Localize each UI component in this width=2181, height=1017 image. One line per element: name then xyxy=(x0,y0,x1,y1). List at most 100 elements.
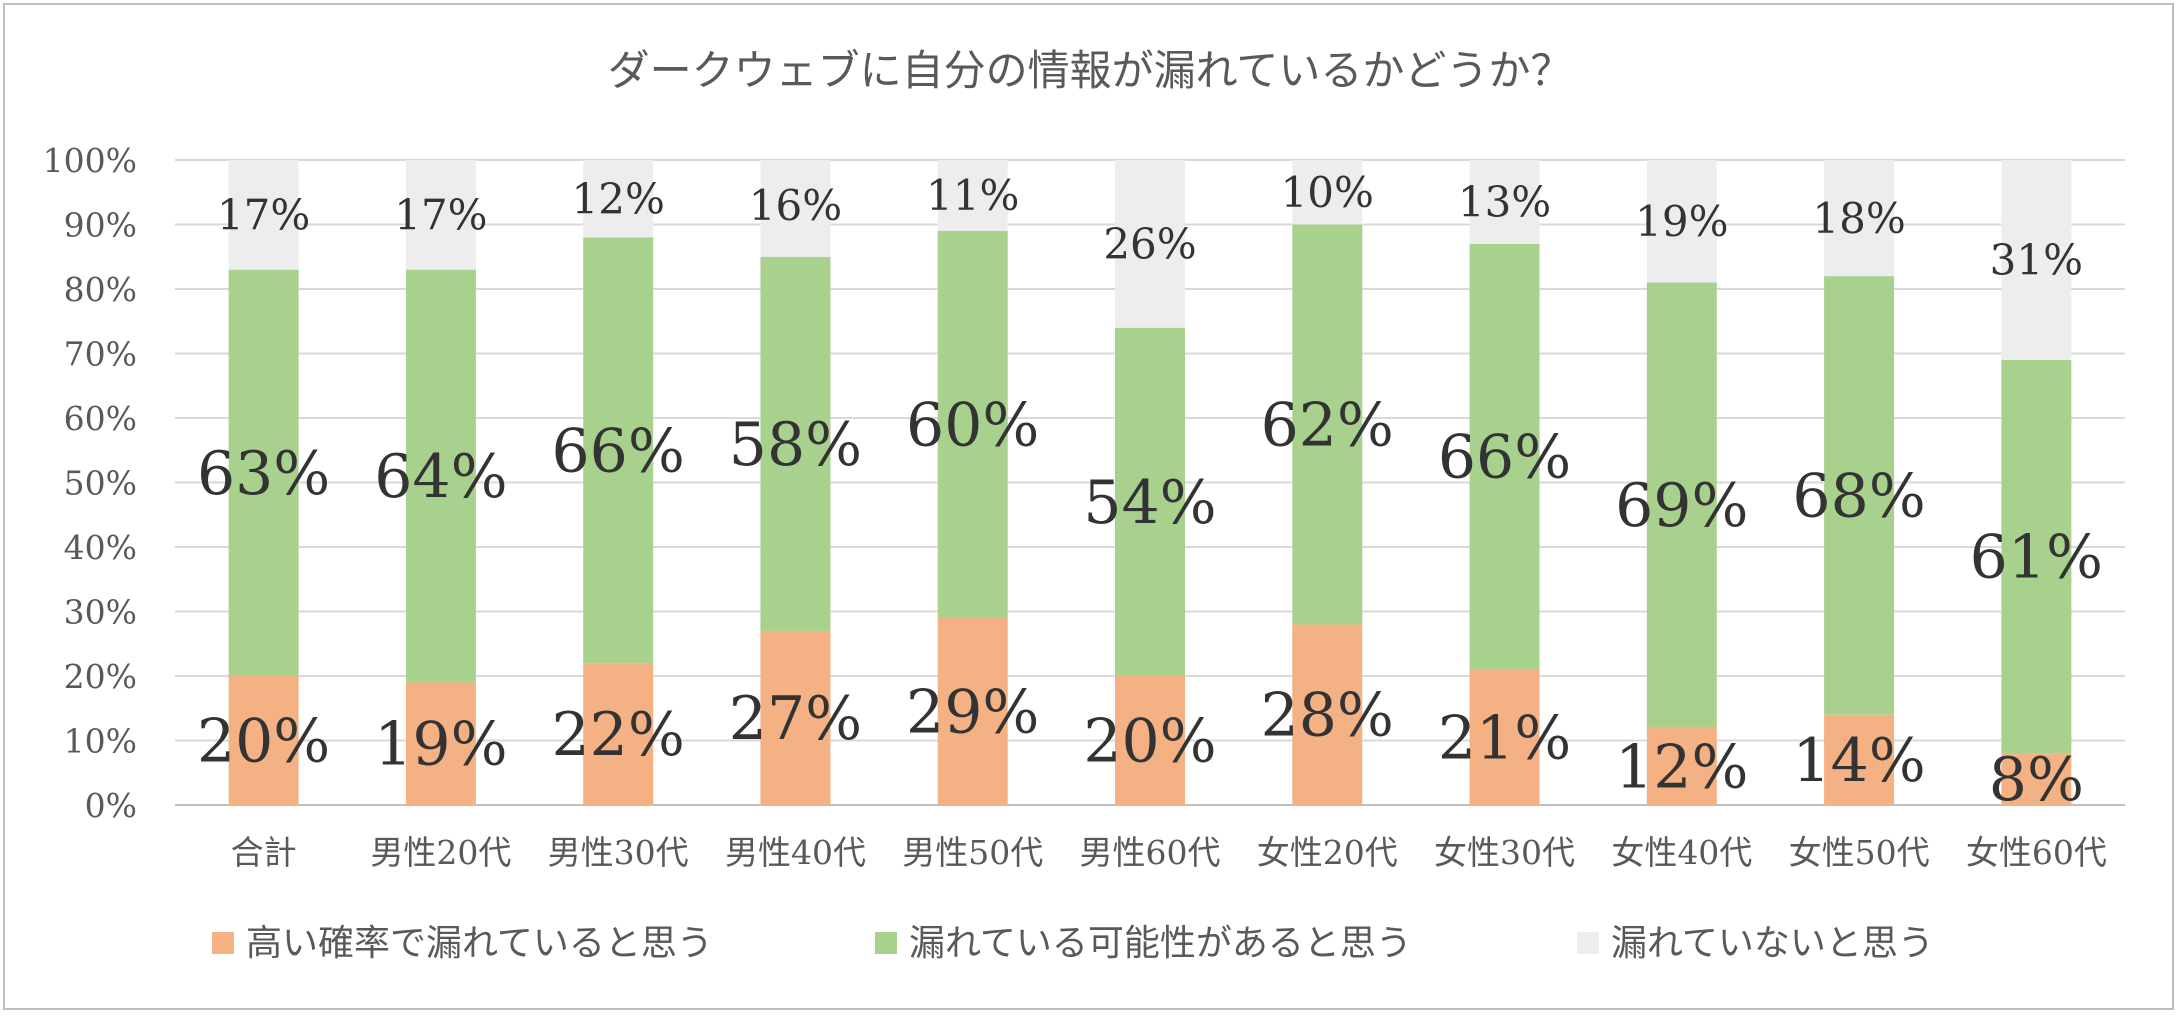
data-label: 62% xyxy=(1261,390,1394,460)
bar-segment xyxy=(937,617,1008,805)
data-label: 16% xyxy=(749,181,842,230)
y-axis: 0% 10% 20% 30% 40% 50% 60% 70% 80% 90% 100% xyxy=(43,141,137,825)
bar-segment xyxy=(1292,224,1363,625)
y-tick-label: 30% xyxy=(64,593,137,632)
y-tick-label: 40% xyxy=(64,528,137,567)
data-label: 63% xyxy=(197,439,330,509)
chart-title: ダークウェブに自分の情報が漏れているかどうか？ xyxy=(608,46,1573,95)
legend: 高い確率で漏れていると思う 漏れている可能性があると思う 漏れていないと思う xyxy=(212,923,1934,964)
x-tick-label: 女性40代 xyxy=(1611,833,1752,872)
legend-label: 漏れている可能性があると思う xyxy=(909,923,1412,964)
data-label: 61% xyxy=(1970,523,2103,593)
legend-label: 高い確率で漏れていると思う xyxy=(246,923,713,964)
bar-segment xyxy=(583,663,654,805)
bar-segment xyxy=(1824,276,1895,715)
data-label: 20% xyxy=(1083,707,1216,777)
data-label: 11% xyxy=(926,171,1019,220)
data-label: 27% xyxy=(729,684,862,754)
bar-segment xyxy=(1824,714,1895,805)
bar-segment xyxy=(1115,160,1185,328)
data-label: 10% xyxy=(1281,168,1374,217)
data-label: 21% xyxy=(1438,703,1571,773)
bar-segment xyxy=(1292,160,1363,225)
legend-swatch xyxy=(1577,932,1599,954)
data-label: 66% xyxy=(552,416,685,486)
bar-segment xyxy=(2001,359,2072,754)
data-label: 8% xyxy=(1989,745,2084,815)
data-label: 17% xyxy=(217,191,310,240)
legend-swatch xyxy=(875,932,897,954)
bar-segment xyxy=(1824,160,1895,277)
bar-segment xyxy=(1115,676,1185,805)
bar-segment xyxy=(228,160,299,270)
bar-segment xyxy=(1292,624,1363,805)
chart-frame xyxy=(3,3,2174,1010)
data-label: 31% xyxy=(1990,236,2083,285)
data-label: 22% xyxy=(552,700,685,770)
bar-segment xyxy=(405,160,476,270)
data-labels: 20% 63% 17% 19% 64% 17% 22% 66% 12% 27% 58% 16% 29% 6… xyxy=(197,168,2103,815)
y-tick-label: 100% xyxy=(43,141,137,180)
bar-segment xyxy=(1646,282,1717,728)
y-tick-label: 10% xyxy=(64,722,137,761)
bar-segment xyxy=(405,269,476,683)
y-tick-label: 0% xyxy=(85,786,137,825)
data-label: 64% xyxy=(374,442,507,512)
data-label: 12% xyxy=(1615,732,1748,802)
bar-segment xyxy=(1115,327,1185,676)
bar-segment xyxy=(583,237,654,664)
y-tick-label: 90% xyxy=(64,206,137,245)
bar-segment xyxy=(760,160,831,257)
data-label: 20% xyxy=(197,707,330,777)
x-tick-label: 男性60代 xyxy=(1080,833,1221,872)
bar-segment xyxy=(1646,160,1717,283)
y-tick-label: 70% xyxy=(64,335,137,374)
bar-segment xyxy=(1469,669,1540,805)
legend-label: 漏れていないと思う xyxy=(1611,923,1934,964)
data-label: 12% xyxy=(572,174,665,223)
bar-segment xyxy=(760,256,831,631)
bar-segment xyxy=(2001,160,2072,360)
data-label: 19% xyxy=(374,710,507,780)
data-label: 17% xyxy=(394,191,487,240)
y-tick-label: 80% xyxy=(64,270,137,309)
bar-segment xyxy=(937,230,1008,618)
bar-segment xyxy=(1646,727,1717,805)
x-tick-label: 合計 xyxy=(231,833,297,872)
data-label: 19% xyxy=(1635,197,1728,246)
bar-segment xyxy=(2001,753,2072,805)
data-label: 26% xyxy=(1103,220,1196,269)
bar-segment xyxy=(583,160,654,238)
bar-segment xyxy=(405,682,476,805)
x-tick-label: 女性30代 xyxy=(1434,833,1575,872)
data-label: 66% xyxy=(1438,423,1571,493)
bar-segment xyxy=(1469,160,1540,244)
x-tick-label: 男性50代 xyxy=(902,833,1043,872)
bar-segment xyxy=(937,160,1008,231)
x-tick-label: 男性20代 xyxy=(370,833,511,872)
x-tick-label: 女性60代 xyxy=(1966,833,2107,872)
bar-segment xyxy=(760,630,831,805)
data-label: 14% xyxy=(1792,726,1925,796)
data-label: 58% xyxy=(729,410,862,480)
data-label: 60% xyxy=(906,390,1039,460)
y-tick-label: 20% xyxy=(64,657,137,696)
bar-segment xyxy=(1469,243,1540,670)
data-label: 68% xyxy=(1792,461,1925,531)
bar-segment xyxy=(228,676,299,805)
bar-segment xyxy=(228,269,299,676)
x-tick-label: 女性50代 xyxy=(1789,833,1930,872)
data-label: 28% xyxy=(1261,681,1394,751)
y-tick-label: 50% xyxy=(64,464,137,503)
x-axis: 合計 男性20代 男性30代 男性40代 男性50代 男性60代 女性20代 女性30代 女性4… xyxy=(231,833,2107,872)
data-label: 13% xyxy=(1458,178,1551,227)
x-tick-label: 男性30代 xyxy=(548,833,689,872)
legend-swatch xyxy=(212,932,234,954)
data-label: 54% xyxy=(1083,468,1216,538)
y-tick-label: 60% xyxy=(64,399,137,438)
bars xyxy=(228,160,2072,805)
data-label: 69% xyxy=(1615,471,1748,541)
data-label: 18% xyxy=(1812,194,1905,243)
x-tick-label: 男性40代 xyxy=(725,833,866,872)
